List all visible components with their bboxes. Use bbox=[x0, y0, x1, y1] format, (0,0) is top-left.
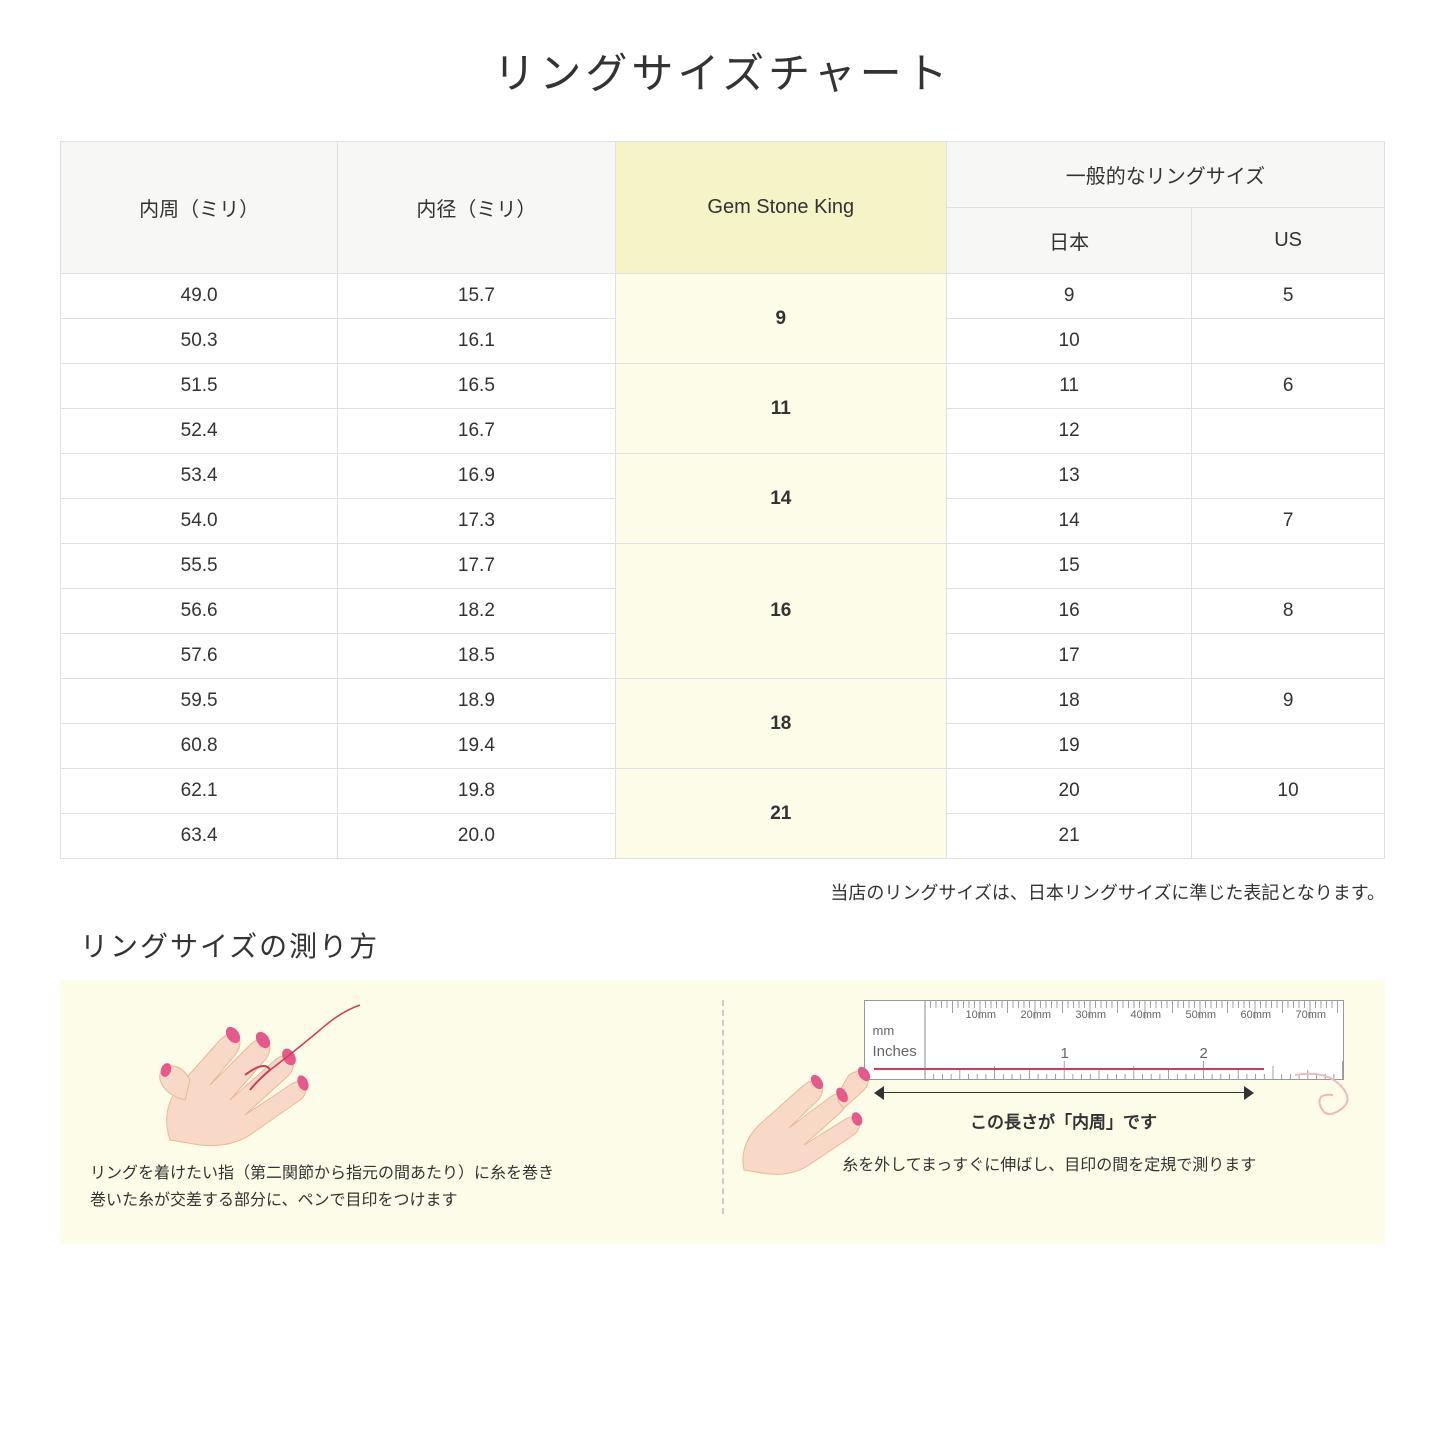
cell-japan: 14 bbox=[946, 499, 1191, 544]
th-circumference: 内周（ミリ） bbox=[61, 142, 338, 274]
cell-circumference: 60.8 bbox=[61, 724, 338, 769]
cell-us: 8 bbox=[1192, 589, 1385, 634]
table-row: 49.015.7995 bbox=[61, 274, 1385, 319]
cell-circumference: 62.1 bbox=[61, 769, 338, 814]
cell-diameter: 17.3 bbox=[338, 499, 615, 544]
cell-circumference: 53.4 bbox=[61, 454, 338, 499]
cell-japan: 11 bbox=[946, 364, 1191, 409]
ruler-mm-mark: 70mm bbox=[1296, 1009, 1327, 1021]
hand-wrap-illustration bbox=[90, 1000, 410, 1150]
cell-us bbox=[1192, 454, 1385, 499]
cell-circumference: 57.6 bbox=[61, 634, 338, 679]
cell-gemstone: 16 bbox=[615, 544, 946, 679]
cell-diameter: 16.5 bbox=[338, 364, 615, 409]
cell-circumference: 59.5 bbox=[61, 679, 338, 724]
cell-diameter: 16.1 bbox=[338, 319, 615, 364]
cell-japan: 15 bbox=[946, 544, 1191, 589]
cell-japan: 9 bbox=[946, 274, 1191, 319]
cell-japan: 10 bbox=[946, 319, 1191, 364]
th-gemstone: Gem Stone King bbox=[615, 142, 946, 274]
cell-us bbox=[1192, 544, 1385, 589]
cell-us bbox=[1192, 319, 1385, 364]
cell-diameter: 18.2 bbox=[338, 589, 615, 634]
cell-diameter: 19.4 bbox=[338, 724, 615, 769]
thread-swirl-icon bbox=[1295, 1065, 1375, 1125]
cell-gemstone: 11 bbox=[615, 364, 946, 454]
cell-us bbox=[1192, 634, 1385, 679]
cell-circumference: 51.5 bbox=[61, 364, 338, 409]
table-row: 51.516.511116 bbox=[61, 364, 1385, 409]
table-row: 53.416.91413 bbox=[61, 454, 1385, 499]
cell-diameter: 19.8 bbox=[338, 769, 615, 814]
left-line2: 巻いた糸が交差する部分に、ペンで目印をつけます bbox=[90, 1187, 702, 1214]
cell-us: 5 bbox=[1192, 274, 1385, 319]
cell-circumference: 56.6 bbox=[61, 589, 338, 634]
cell-circumference: 63.4 bbox=[61, 814, 338, 859]
table-row: 62.119.8212010 bbox=[61, 769, 1385, 814]
measure-label: この長さが「内周」です bbox=[864, 1108, 1264, 1133]
ruler-mm-mark: 10mm bbox=[966, 1009, 997, 1021]
table-row: 55.517.71615 bbox=[61, 544, 1385, 589]
ruler-mm-mark: 50mm bbox=[1186, 1009, 1217, 1021]
cell-japan: 12 bbox=[946, 409, 1191, 454]
cell-us bbox=[1192, 409, 1385, 454]
cell-us: 9 bbox=[1192, 679, 1385, 724]
size-note: 当店のリングサイズは、日本リングサイズに準じた表記となります。 bbox=[60, 879, 1385, 905]
cell-japan: 16 bbox=[946, 589, 1191, 634]
ruler-mm-mark: 30mm bbox=[1076, 1009, 1107, 1021]
howto-panel: リングを着けたい指（第二関節から指元の間あたり）に糸を巻き 巻いた糸が交差する部… bbox=[60, 980, 1385, 1244]
cell-diameter: 17.7 bbox=[338, 544, 615, 589]
ruler-mm-mark: 20mm bbox=[1021, 1009, 1052, 1021]
cell-diameter: 15.7 bbox=[338, 274, 615, 319]
cell-circumference: 55.5 bbox=[61, 544, 338, 589]
cell-japan: 13 bbox=[946, 454, 1191, 499]
th-japan: 日本 bbox=[946, 208, 1191, 274]
page-title: リングサイズチャート bbox=[60, 40, 1385, 101]
measure-arrow bbox=[874, 1086, 1254, 1100]
cell-japan: 18 bbox=[946, 679, 1191, 724]
th-us: US bbox=[1192, 208, 1385, 274]
cell-japan: 21 bbox=[946, 814, 1191, 859]
cell-diameter: 16.7 bbox=[338, 409, 615, 454]
ruler-in-mark: 2 bbox=[1200, 1045, 1208, 1062]
cell-circumference: 54.0 bbox=[61, 499, 338, 544]
cell-us: 7 bbox=[1192, 499, 1385, 544]
th-general: 一般的なリングサイズ bbox=[946, 142, 1384, 208]
thread-line bbox=[874, 1068, 1264, 1070]
cell-circumference: 49.0 bbox=[61, 274, 338, 319]
cell-gemstone: 9 bbox=[615, 274, 946, 364]
cell-circumference: 50.3 bbox=[61, 319, 338, 364]
cell-diameter: 20.0 bbox=[338, 814, 615, 859]
left-line1: リングを着けたい指（第二関節から指元の間あたり）に糸を巻き bbox=[90, 1160, 702, 1187]
hand-hold-illustration bbox=[734, 1050, 894, 1180]
ring-size-table: 内周（ミリ） 内径（ミリ） Gem Stone King 一般的なリングサイズ … bbox=[60, 141, 1385, 859]
cell-japan: 20 bbox=[946, 769, 1191, 814]
ruler-mm-mark: 60mm bbox=[1241, 1009, 1272, 1021]
cell-gemstone: 21 bbox=[615, 769, 946, 859]
cell-japan: 19 bbox=[946, 724, 1191, 769]
cell-japan: 17 bbox=[946, 634, 1191, 679]
th-diameter: 内径（ミリ） bbox=[338, 142, 615, 274]
cell-circumference: 52.4 bbox=[61, 409, 338, 454]
table-row: 59.518.918189 bbox=[61, 679, 1385, 724]
cell-gemstone: 14 bbox=[615, 454, 946, 544]
ruler-in-mark: 1 bbox=[1061, 1045, 1069, 1062]
cell-gemstone: 18 bbox=[615, 679, 946, 769]
ruler-mm-mark: 40mm bbox=[1131, 1009, 1162, 1021]
cell-diameter: 18.5 bbox=[338, 634, 615, 679]
cell-us bbox=[1192, 814, 1385, 859]
cell-diameter: 16.9 bbox=[338, 454, 615, 499]
howto-left-text: リングを着けたい指（第二関節から指元の間あたり）に糸を巻き 巻いた糸が交差する部… bbox=[90, 1160, 702, 1214]
cell-us: 10 bbox=[1192, 769, 1385, 814]
howto-title: リングサイズの測り方 bbox=[60, 925, 1385, 965]
cell-diameter: 18.9 bbox=[338, 679, 615, 724]
cell-us: 6 bbox=[1192, 364, 1385, 409]
cell-us bbox=[1192, 724, 1385, 769]
